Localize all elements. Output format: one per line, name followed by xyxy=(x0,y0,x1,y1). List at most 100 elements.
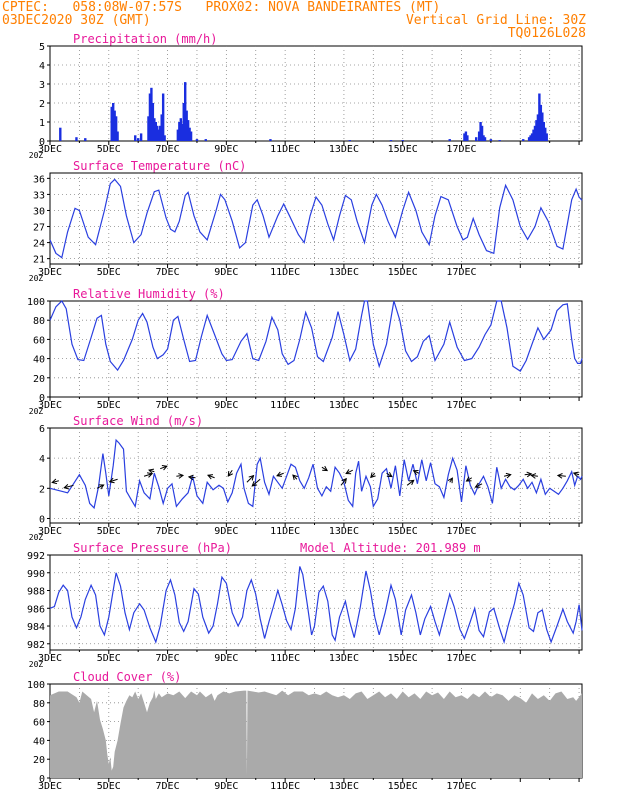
wind-arrow xyxy=(524,473,532,476)
station-info: CPTEC: 058:08W-07:57S PROX02: NOVA BANDE… xyxy=(2,0,441,15)
precip-bar xyxy=(401,140,404,141)
x-tick-label: 13DEC xyxy=(329,526,359,537)
wind-arrow-head xyxy=(465,476,472,482)
panel-title: Surface Pressure (hPa) xyxy=(73,541,232,555)
wind-arrow-head xyxy=(345,469,352,475)
wind-arrow-head xyxy=(161,465,168,471)
x-tick-label: 9DEC xyxy=(214,653,238,664)
y-tick-label: 33 xyxy=(33,190,45,201)
x-tick-label: 17DEC xyxy=(446,267,476,278)
series-line xyxy=(49,438,583,510)
x-tick-label: 17DEC xyxy=(446,144,476,155)
x-tick-label: 9DEC xyxy=(214,400,238,411)
precip-bar xyxy=(269,139,272,141)
precip-bar xyxy=(181,123,184,141)
precip-bar xyxy=(532,129,535,141)
series-line xyxy=(49,566,583,645)
precip-bar xyxy=(136,138,140,141)
wind-arrow xyxy=(176,474,184,477)
x-tick-label: 7DEC xyxy=(156,526,180,537)
wind-arrow xyxy=(227,469,233,477)
x-tick-label: 15DEC xyxy=(388,144,418,155)
precip-bar xyxy=(178,122,181,141)
x-tick-label: 9DEC xyxy=(214,144,238,155)
y-tick-label: 21 xyxy=(33,255,45,266)
wind-arrow-head xyxy=(556,473,563,479)
x-tick-label: 3DEC xyxy=(38,144,62,155)
precip-bar xyxy=(389,140,393,141)
x-tick-label: 9DEC xyxy=(214,781,238,792)
precip-bar xyxy=(464,131,468,141)
precip-bar xyxy=(448,139,451,141)
precip-bar xyxy=(139,133,143,141)
precip-bar xyxy=(185,110,188,141)
precip-bar xyxy=(533,125,537,141)
precip-bar xyxy=(110,106,113,141)
y-tick-label: 100 xyxy=(27,297,45,308)
x-tick-label: 7DEC xyxy=(156,144,180,155)
panel-subtitle: Model Altitude: 201.989 m xyxy=(300,541,481,555)
precip-bar xyxy=(498,140,501,141)
precip-bar xyxy=(157,129,160,141)
precip-bar xyxy=(542,122,545,141)
x-stub-label: 20Z xyxy=(29,407,44,416)
x-tick-label: 17DEC xyxy=(446,653,476,664)
y-tick-label: 6 xyxy=(39,424,45,435)
wind-arrow-head xyxy=(474,482,481,488)
x-tick-label: 5DEC xyxy=(97,267,121,278)
precip-bar xyxy=(154,122,158,141)
wind-arrow-head xyxy=(530,473,537,479)
x-tick-label: 7DEC xyxy=(156,400,180,411)
precip-bar xyxy=(522,139,525,141)
wind-arrow xyxy=(531,474,538,477)
panel-frame xyxy=(49,45,583,142)
y-tick-label: 990 xyxy=(27,569,45,580)
x-tick-label: 17DEC xyxy=(446,781,476,792)
precip-bar xyxy=(176,129,180,141)
precip-bar xyxy=(463,133,466,141)
y-tick-label: 40 xyxy=(33,355,45,366)
wind-arrow xyxy=(475,483,483,488)
precip-bar xyxy=(188,127,191,141)
wind-arrow-head xyxy=(322,465,329,472)
precip-bar xyxy=(159,125,162,141)
y-tick-label: 80 xyxy=(33,699,45,710)
grid-line-note: Vertical Grid Line: 30Z xyxy=(405,13,586,28)
y-tick-label: 40 xyxy=(33,736,45,747)
precip-bar xyxy=(160,114,163,141)
precip-bar xyxy=(527,137,531,141)
y-tick-label: 984 xyxy=(27,622,45,633)
y-tick-label: 30 xyxy=(33,206,45,217)
y-tick-label: 986 xyxy=(27,604,45,615)
x-stub-label: 20Z xyxy=(29,660,44,669)
x-tick-label: 5DEC xyxy=(97,144,121,155)
wind-arrow xyxy=(340,478,347,486)
x-tick-label: 9DEC xyxy=(214,267,238,278)
wind-arrow-head xyxy=(276,471,283,477)
precip-bar xyxy=(161,93,165,141)
x-stub-label: 20Z xyxy=(29,274,44,283)
y-tick-label: 982 xyxy=(27,640,45,651)
wind-arrow xyxy=(52,480,59,483)
panel-title: Relative Humidity (%) xyxy=(73,287,225,301)
precip-bar xyxy=(544,127,547,141)
wind-arrow xyxy=(503,474,511,477)
x-tick-label: 3DEC xyxy=(38,267,62,278)
wind-arrow xyxy=(251,478,261,487)
y-tick-label: 2 xyxy=(39,484,45,495)
x-tick-label: 9DEC xyxy=(214,526,238,537)
precip-bar xyxy=(466,135,469,141)
precip-bar xyxy=(113,110,116,141)
x-tick-label: 3DEC xyxy=(38,653,62,664)
precip-bar xyxy=(153,118,156,141)
y-tick-label: 988 xyxy=(27,587,45,598)
wind-arrow-head xyxy=(386,471,393,478)
wind-arrow-head xyxy=(251,481,258,487)
wind-arrow-head xyxy=(227,471,233,477)
wind-arrow xyxy=(188,476,196,479)
panel-title: Surface Wind (m/s) xyxy=(73,414,203,428)
x-tick-label: 5DEC xyxy=(97,526,121,537)
precip-bar xyxy=(114,116,118,141)
wind-arrow-head xyxy=(408,479,415,486)
